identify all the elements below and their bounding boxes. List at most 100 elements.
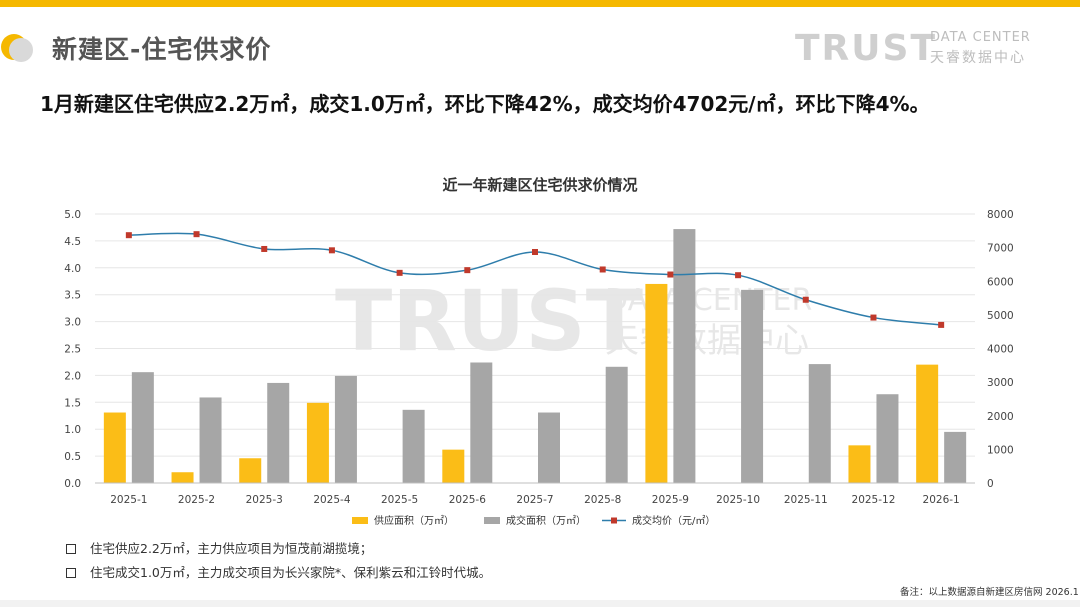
y-left-tick-label: 3.0 <box>64 317 81 329</box>
deal-bar <box>267 382 290 483</box>
deal-bar <box>131 372 154 483</box>
watermark-cn: 天睿数据中心 <box>605 321 809 361</box>
notes: 住宅供应2.2万㎡，主力供应项目为恒茂前湖揽境； 住宅成交1.0万㎡，主力成交项… <box>66 537 491 585</box>
x-tick-label: 2025-11 <box>784 494 828 506</box>
price-point <box>532 248 538 255</box>
supply-bar <box>103 412 126 483</box>
y-right-tick-label: 4000 <box>987 344 1014 356</box>
legend-deal-label: 成交面积（万㎡） <box>506 514 586 527</box>
deal-bar <box>673 229 696 483</box>
x-tick-label: 2025-8 <box>584 494 621 506</box>
y-right-tick-label: 6000 <box>987 276 1014 288</box>
price-point <box>193 231 200 238</box>
price-point <box>802 296 809 303</box>
page-title: 新建区-住宅供求价 <box>52 35 272 64</box>
price-point <box>396 269 403 276</box>
x-tick-label: 2025-3 <box>246 494 283 506</box>
y-left-tick-label: 4.0 <box>64 263 81 275</box>
x-tick-label: 2025-9 <box>652 494 689 506</box>
y-left-tick-label: 1.5 <box>64 397 81 409</box>
supply-demand-price-chart: TRUST DATA CENTER 天睿数据中心 0.0 0.5 1.0 1.5 2.0… <box>64 209 1013 527</box>
x-tick-label: 2025-5 <box>381 494 418 506</box>
supply-bar <box>916 364 939 483</box>
supply-bar <box>442 449 465 483</box>
bars <box>103 229 967 483</box>
y-right-tick-label: 7000 <box>987 243 1014 255</box>
y-left-tick-label: 0.5 <box>64 451 81 463</box>
y-left-tick-label: 5.0 <box>64 209 81 221</box>
legend-deal-swatch <box>484 517 500 524</box>
note-supply-text: 住宅供应2.2万㎡，主力供应项目为恒茂前湖揽境； <box>90 541 373 556</box>
deal-bar <box>808 364 831 483</box>
x-tick-label: 2025-4 <box>313 494 351 506</box>
watermark-en: DATA CENTER <box>605 283 812 318</box>
y-right-tick-label: 3000 <box>987 377 1014 389</box>
deal-bar <box>876 394 899 483</box>
logo-mark-icon <box>1 34 33 62</box>
y-right-tick-label: 2000 <box>987 411 1014 423</box>
legend-price-marker <box>611 517 617 524</box>
brand-logo-cn: 天睿数据中心 <box>930 50 1026 66</box>
y-right-tick-label: 8000 <box>987 209 1014 221</box>
x-tick-label: 2025-6 <box>449 494 487 506</box>
price-point <box>870 314 877 321</box>
deal-bar <box>538 412 560 483</box>
deal-bar <box>944 431 967 483</box>
deal-bar <box>470 362 493 483</box>
brand-logo: TRUST DATA CENTER 天睿数据中心 <box>795 28 1035 69</box>
axes: 0.0 0.5 1.0 1.5 2.0 2.5 3.0 3.5 4.0 4.5 5.0 0 1000 20… <box>64 209 1013 506</box>
y-right-tick-label: 1000 <box>987 444 1014 456</box>
price-point <box>938 321 945 328</box>
y-left-tick-label: 2.0 <box>64 370 81 382</box>
price-point <box>464 267 471 274</box>
footnote-source: 备注：以上数据源自新建区房信网 2026.1 <box>900 587 1079 598</box>
price-point <box>261 245 268 252</box>
y-left-tick-label: 4.5 <box>64 236 81 248</box>
legend-supply-swatch <box>352 517 368 524</box>
deal-bar <box>741 289 764 483</box>
deal-bar <box>199 397 222 483</box>
x-tick-label: 2025-1 <box>110 494 147 506</box>
price-point <box>667 271 674 278</box>
legend: 供应面积（万㎡） 成交面积（万㎡） 成交均价（元/㎡） <box>352 514 715 527</box>
y-left-tick-label: 3.5 <box>64 290 81 302</box>
bottom-bar <box>0 600 1080 607</box>
deal-bar <box>334 375 357 483</box>
supply-bar <box>645 283 668 483</box>
supply-bar <box>239 458 262 483</box>
checkbox-bullet-icon <box>66 544 76 554</box>
supply-bar <box>171 472 194 483</box>
note-deal: 住宅成交1.0万㎡，主力成交项目为长兴家院*、保利紫云和江铃时代城。 <box>66 561 491 585</box>
y-left-tick-label: 1.0 <box>64 424 81 436</box>
price-point <box>599 266 606 273</box>
x-tick-label: 2025-7 <box>516 494 553 506</box>
chart-title: 近一年新建区住宅供求价情况 <box>442 176 638 194</box>
deal-bar <box>605 366 628 483</box>
watermark-big: TRUST <box>335 272 643 370</box>
legend-price-label: 成交均价（元/㎡） <box>632 514 715 527</box>
price-point <box>328 247 335 254</box>
y-right-tick-label: 0 <box>987 478 994 490</box>
brand-logo-en: DATA CENTER <box>930 30 1031 45</box>
price-line <box>125 231 945 328</box>
x-tick-label: 2025-10 <box>716 494 760 506</box>
checkbox-bullet-icon <box>66 568 76 578</box>
watermark: TRUST DATA CENTER 天睿数据中心 <box>335 272 812 370</box>
legend-supply-label: 供应面积（万㎡） <box>374 514 454 527</box>
price-point <box>735 272 742 279</box>
supply-bar <box>848 445 871 483</box>
supply-bar <box>306 402 329 483</box>
x-tick-label: 2025-12 <box>852 494 896 506</box>
y-right-tick-label: 5000 <box>987 310 1014 322</box>
note-supply: 住宅供应2.2万㎡，主力供应项目为恒茂前湖揽境； <box>66 537 491 561</box>
x-tick-label: 2026-1 <box>923 494 960 506</box>
note-deal-text: 住宅成交1.0万㎡，主力成交项目为长兴家院*、保利紫云和江铃时代城。 <box>90 565 492 580</box>
brand-logo-text: TRUST <box>795 28 937 69</box>
price-point <box>125 232 132 239</box>
top-accent-bar <box>0 0 1080 7</box>
y-left-tick-label: 2.5 <box>64 344 81 356</box>
x-tick-label: 2025-2 <box>178 494 215 506</box>
deal-bar <box>402 409 425 483</box>
y-left-tick-label: 0.0 <box>64 478 81 490</box>
headline-summary: 1月新建区住宅供应2.2万㎡，成交1.0万㎡，环比下降42%，成交均价4702元… <box>40 92 930 116</box>
